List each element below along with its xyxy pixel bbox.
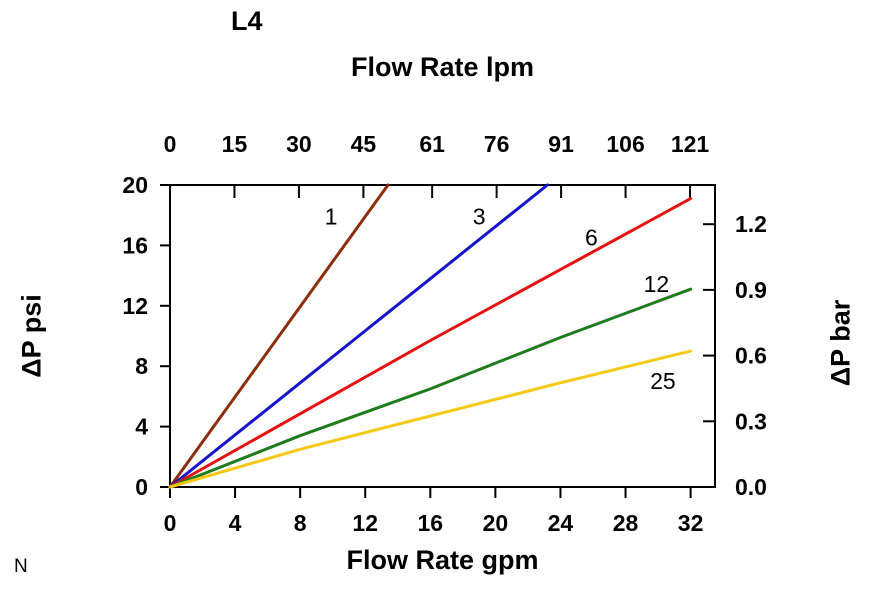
left-tick-label: 4 [135,414,148,440]
plot-border [169,184,716,488]
left-tick-label: 12 [122,293,148,319]
right-tick-label: 0.3 [735,408,767,434]
bottom-axis-title: Flow Rate gpm [346,545,539,575]
left-tick-label: 0 [135,474,148,500]
bottom-tick-label: 28 [613,510,639,536]
top-tick-label: 121 [671,131,710,157]
series-label-25: 25 [650,368,676,394]
series-label-1: 1 [325,203,338,229]
top-tick-label: 30 [286,131,312,157]
bottom-tick-label: 24 [548,510,574,536]
bottom-tick-label: 4 [229,510,242,536]
series-line-1 [168,183,390,489]
series-label-12: 12 [644,271,670,297]
series-line-6 [168,197,693,489]
series-label-3: 3 [473,203,486,229]
bottom-tick-label: 32 [678,510,704,536]
top-tick-label: 15 [222,131,248,157]
chart-title: L4 [231,6,263,36]
bottom-tick-label: 16 [418,510,444,536]
top-tick-label: 0 [164,131,177,157]
left-tick-label: 8 [135,353,148,379]
left-axis-title: ΔP psi [16,294,47,378]
top-tick-label: 45 [351,131,377,157]
right-tick-label: 1.2 [735,211,767,237]
series-line-25 [168,349,693,489]
right-tick-label: 0.9 [735,277,767,303]
right-tick-label: 0.0 [735,474,767,500]
left-tick-label: 20 [122,172,148,198]
right-tick-label: 0.6 [735,343,767,369]
left-tick-label: 16 [122,232,148,258]
top-tick-label: 61 [419,131,445,157]
bottom-tick-label: 20 [483,510,509,536]
top-axis-title: Flow Rate lpm [350,52,534,82]
top-tick-label: 91 [548,131,574,157]
series-line-12 [168,287,693,489]
bottom-tick-label: 8 [294,510,307,536]
top-tick-label: 76 [484,131,510,157]
series-line-3 [168,183,549,489]
bottom-tick-label: 12 [352,510,378,536]
bottom-tick-label: 0 [164,510,177,536]
footer-note: N [14,556,28,577]
right-axis-title: ΔP bar [825,299,856,387]
top-tick-label: 106 [606,131,644,157]
series-label-6: 6 [585,224,598,250]
